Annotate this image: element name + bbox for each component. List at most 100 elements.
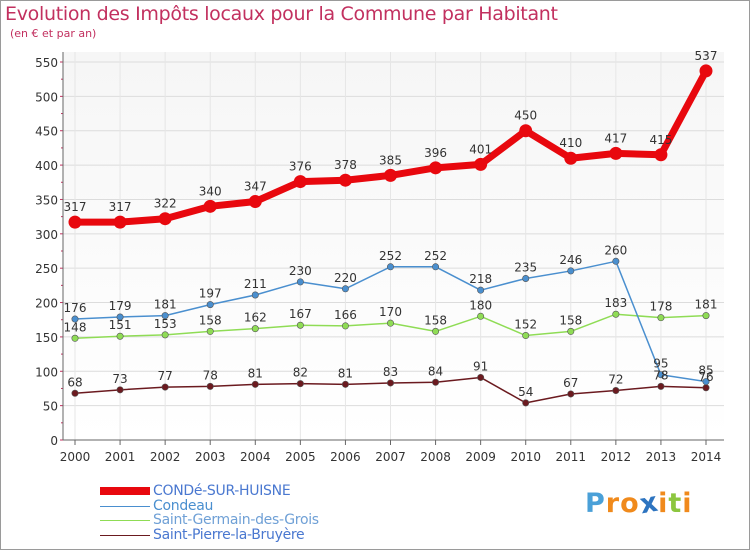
series-point-3 [657, 382, 665, 390]
data-label: 401 [469, 142, 492, 156]
series-point-0 [429, 161, 443, 175]
data-label: 179 [109, 299, 132, 313]
series-point-2 [341, 322, 349, 330]
y-tick-label: 50 [43, 400, 58, 414]
series-point-1 [206, 301, 214, 309]
x-tick-label: 2014 [691, 450, 722, 464]
data-label: 180 [469, 298, 492, 312]
series-point-3 [296, 380, 304, 388]
x-tick-label: 2013 [646, 450, 677, 464]
legend-label: CONDé-SUR-HUISNE [153, 483, 291, 499]
data-label: 183 [604, 296, 627, 310]
data-label: 178 [649, 300, 672, 314]
data-label: 376 [289, 160, 312, 174]
y-tick-label: 450 [35, 125, 58, 139]
legend-label: Saint-Pierre-la-Bruyère [153, 526, 305, 543]
data-label: 162 [244, 311, 267, 325]
series-point-0 [654, 148, 668, 162]
x-tick-label: 2006 [330, 450, 361, 464]
series-point-3 [477, 373, 485, 381]
data-label: 317 [64, 200, 87, 214]
x-tick-label: 2001 [105, 450, 136, 464]
data-label: 158 [424, 313, 447, 327]
proxiti-logo: Proxiti [585, 486, 693, 521]
data-label: 317 [109, 200, 132, 214]
data-label: 396 [424, 146, 447, 160]
data-label: 54 [518, 385, 533, 399]
data-label: 78 [653, 368, 668, 382]
series-point-2 [612, 310, 620, 318]
data-label: 84 [428, 364, 443, 378]
series-point-0 [564, 151, 578, 165]
y-tick-label: 200 [35, 297, 58, 311]
data-label: 260 [604, 243, 627, 257]
data-label: 68 [67, 375, 82, 389]
x-tick-label: 2009 [465, 450, 496, 464]
data-label: 78 [203, 368, 218, 382]
data-label: 158 [559, 313, 582, 327]
y-tick-label: 500 [35, 90, 58, 104]
series-point-1 [567, 267, 575, 275]
data-label: 211 [244, 277, 267, 291]
data-label: 410 [559, 136, 582, 150]
data-label: 166 [334, 308, 357, 322]
series-point-2 [432, 327, 440, 335]
series-point-0 [609, 146, 623, 160]
series-point-2 [206, 327, 214, 335]
series-point-0 [248, 195, 262, 209]
data-label: 415 [649, 133, 672, 147]
data-label: 537 [695, 49, 718, 63]
data-label: 197 [199, 287, 222, 301]
series-point-2 [251, 325, 259, 333]
data-label: 81 [248, 366, 263, 380]
data-label: 72 [608, 373, 623, 387]
x-tick-label: 2012 [601, 450, 632, 464]
y-tick-label: 0 [50, 434, 58, 448]
series-point-3 [161, 383, 169, 391]
data-label: 220 [334, 271, 357, 285]
data-label: 148 [64, 320, 87, 334]
series-point-1 [341, 285, 349, 293]
series-point-3 [386, 379, 394, 387]
data-label: 152 [514, 318, 537, 332]
series-point-1 [71, 315, 79, 323]
series-point-3 [71, 389, 79, 397]
data-label: 95 [653, 357, 668, 371]
x-tick-label: 2011 [556, 450, 587, 464]
series-point-3 [432, 378, 440, 386]
y-tick-label: 350 [35, 193, 58, 207]
data-label: 76 [698, 370, 713, 384]
data-label: 82 [293, 366, 308, 380]
series-point-2 [702, 312, 710, 320]
series-point-2 [477, 312, 485, 320]
x-tick-label: 2007 [375, 450, 406, 464]
x-tick-label: 2010 [510, 450, 541, 464]
data-label: 73 [112, 372, 127, 386]
y-tick-label: 100 [35, 365, 58, 379]
series-point-2 [161, 331, 169, 339]
series-point-2 [296, 321, 304, 329]
series-point-1 [657, 371, 665, 379]
data-label: 450 [514, 109, 537, 123]
data-label: 67 [563, 376, 578, 390]
legend-label: Saint-Germain-des-Grois [153, 512, 319, 528]
y-tick-label: 550 [35, 56, 58, 70]
series-point-1 [432, 263, 440, 271]
series-point-1 [386, 263, 394, 271]
legend-swatch [100, 534, 150, 536]
y-tick-label: 250 [35, 262, 58, 276]
data-label: 181 [695, 298, 718, 312]
series-point-2 [386, 319, 394, 327]
y-tick-label: 300 [35, 228, 58, 242]
series-point-0 [474, 157, 488, 171]
x-tick-label: 2002 [150, 450, 181, 464]
series-point-3 [702, 384, 710, 392]
series-point-0 [158, 212, 172, 226]
data-label: 170 [379, 305, 402, 319]
x-tick-label: 2004 [240, 450, 271, 464]
chart-subtitle: (en € et par an) [10, 27, 97, 40]
data-label: 81 [338, 366, 353, 380]
data-label: 85 [698, 364, 713, 378]
series-point-0 [203, 199, 217, 213]
data-label: 340 [199, 184, 222, 198]
